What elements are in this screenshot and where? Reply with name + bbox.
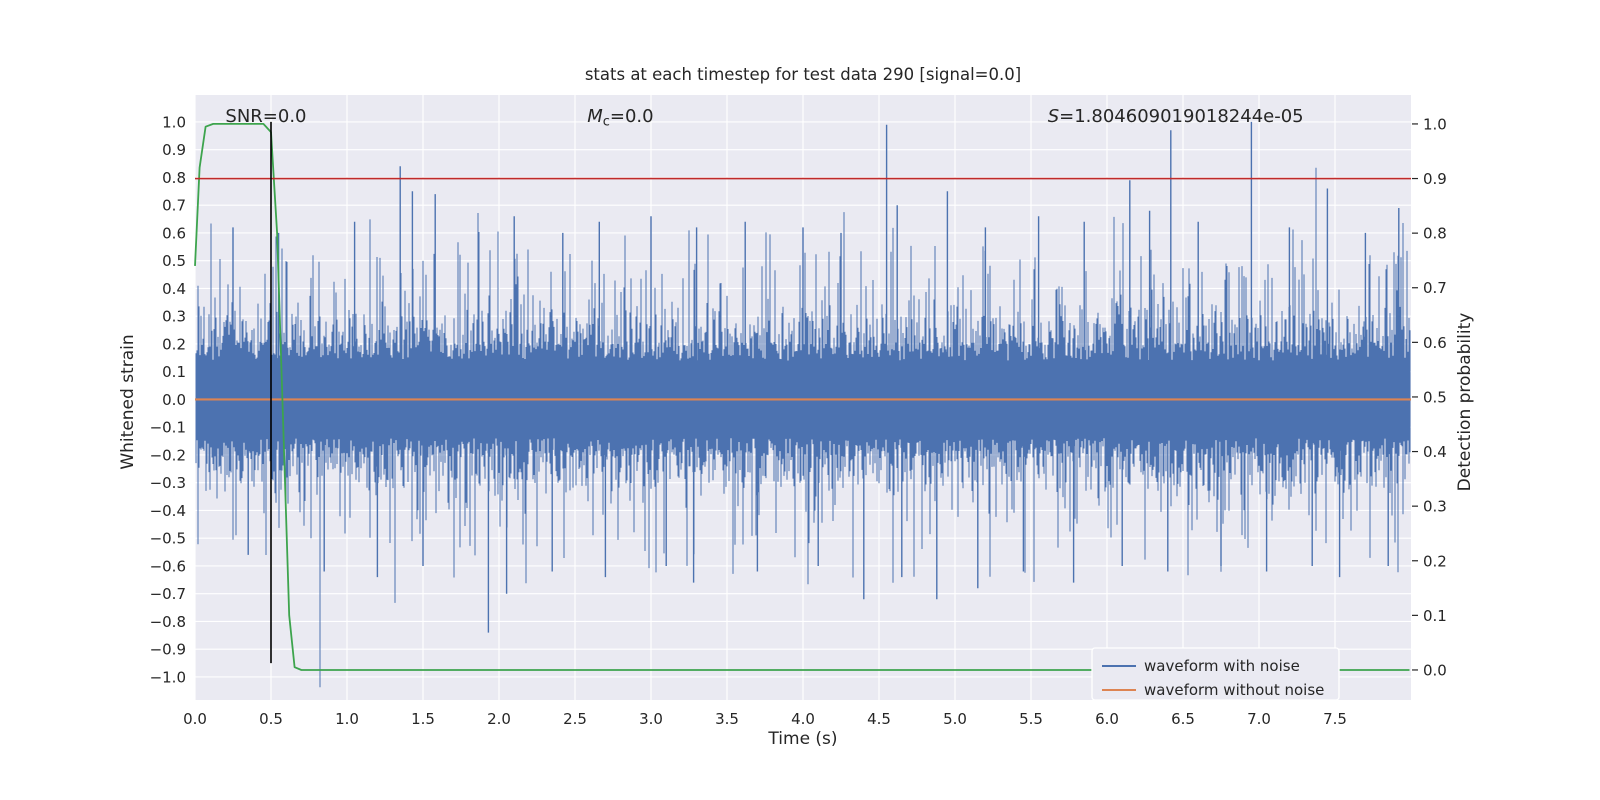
y-tick-label-right: 0.3 [1423,498,1447,516]
y-axis-label-left: Whitened strain [118,334,138,469]
y-tick-label-left: 1.0 [162,113,186,131]
y-tick-label-left: −0.6 [150,557,186,575]
legend: waveform with noise waveform without nois… [1091,647,1340,701]
y-tick-label-left: −0.4 [150,502,186,520]
y-tick-label-left: −0.8 [150,613,186,631]
series-waveform-with-noise-spikes [232,121,1400,633]
x-tick-label: 5.5 [1019,710,1043,728]
y-tick-label-left: 0.8 [162,169,186,187]
y-tick-label-right: 1.0 [1423,115,1447,133]
annotation: SNR=0.0 [225,106,306,127]
y-tick-label-left: 0.6 [162,224,186,242]
x-tick-label: 5.0 [943,710,967,728]
y-tick-label-right: 0.4 [1423,443,1447,461]
y-axis-label-right: Detection probability [1455,313,1475,492]
y-tick-label-right: 0.6 [1423,334,1447,352]
legend-box [1091,647,1340,701]
y-tick-label-left: 0.4 [162,280,186,298]
x-axis-label: Time (s) [767,729,837,749]
y-tick-label-left: −0.1 [150,419,186,437]
legend-label: waveform without noise [1144,681,1324,699]
y-tick-label-right: 0.7 [1423,279,1447,297]
x-tick-label: 0.5 [259,710,283,728]
y-tick-label-left: −0.7 [150,585,186,603]
y-tick-label-left: −0.5 [150,530,186,548]
annotation: S=1.804609019018244e-05 [1048,106,1304,127]
y-tick-label-right: 0.1 [1423,607,1447,625]
y-tick-label-left: −1.0 [150,668,186,686]
annotations-layer: SNR=0.0 Mc=0.0 S=1.804609019018244e-05 [225,106,1303,129]
y-tick-label-left: 0.2 [162,335,186,353]
y-tick-label-right: 0.0 [1423,661,1447,679]
x-tick-label: 2.5 [563,710,587,728]
y-tick-label-left: 0.5 [162,252,186,270]
y-tick-label-right: 0.2 [1423,552,1447,570]
chart-title: stats at each timestep for test data 290… [585,65,1021,84]
y-tick-label-left: −0.9 [150,641,186,659]
y-tick-label-right: 0.8 [1423,225,1447,243]
x-tick-label: 1.0 [335,710,359,728]
x-tick-label: 7.0 [1247,710,1271,728]
x-tick-label: 3.0 [639,710,663,728]
annotation: Mc=0.0 [587,106,653,129]
y-tick-label-left: 0.9 [162,141,186,159]
x-tick-label: 4.5 [867,710,891,728]
axis-tick-labels: 1.0 0.9 0.8 0.7 0.6 0.5 0.4 0.3 0.2 0.1 0.0 −0.1 −0.… [150,113,1447,728]
x-tick-label: 6.0 [1095,710,1119,728]
series-detection-probability [194,123,1410,671]
legend-label: waveform with noise [1144,657,1300,675]
x-tick-label: 3.5 [715,710,739,728]
y-tick-label-left: 0.3 [162,308,186,326]
series-layer [194,121,1411,688]
x-tick-label: 1.5 [411,710,435,728]
x-tick-label: 4.0 [791,710,815,728]
y-tick-label-left: −0.2 [150,446,186,464]
y-tick-label-right: 0.9 [1423,170,1447,188]
y-tick-label-left: 0.7 [162,197,186,215]
x-tick-label: 0.0 [183,710,207,728]
x-tick-label: 2.0 [487,710,511,728]
y-tick-label-left: −0.3 [150,474,186,492]
y-tick-label-left: 0.0 [162,391,186,409]
x-tick-label: 6.5 [1171,710,1195,728]
y-tick-label-left: 0.1 [162,363,186,381]
y-tick-label-right: 0.5 [1423,388,1447,406]
x-tick-label: 7.5 [1323,710,1347,728]
